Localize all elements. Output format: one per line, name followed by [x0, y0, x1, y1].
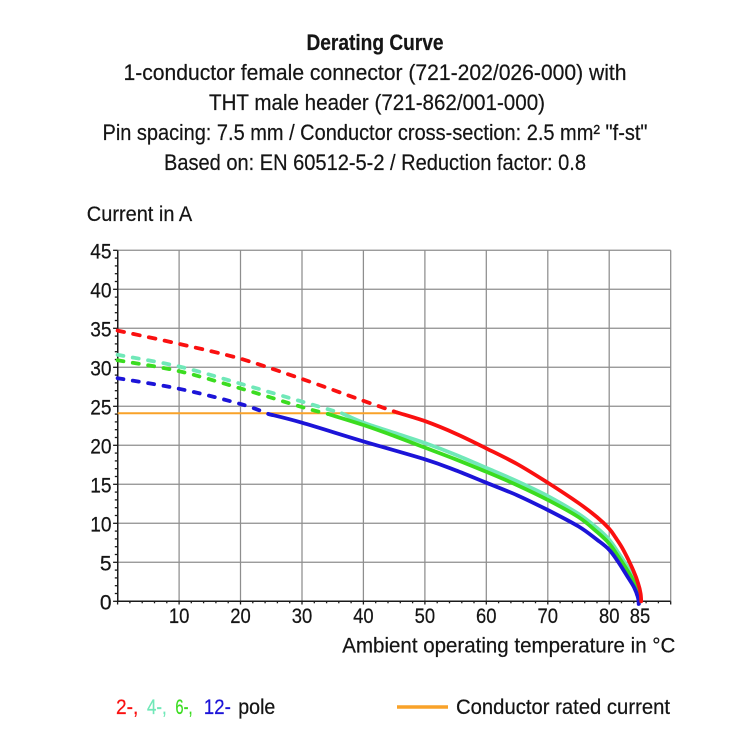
- svg-text:Current in A: Current in A: [87, 203, 192, 226]
- svg-text:Derating Curve: Derating Curve: [307, 30, 444, 55]
- svg-text:40: 40: [90, 280, 111, 303]
- svg-text:35: 35: [90, 319, 111, 342]
- svg-text:85: 85: [630, 605, 651, 628]
- svg-text:12-: 12-: [204, 696, 231, 719]
- svg-text:20: 20: [230, 605, 251, 628]
- svg-text:10: 10: [169, 605, 190, 628]
- svg-text:40: 40: [353, 605, 374, 628]
- svg-text:60: 60: [476, 605, 497, 628]
- svg-text:Ambient operating temperature: Ambient operating temperature in °C: [342, 635, 675, 658]
- svg-text:70: 70: [538, 605, 559, 628]
- svg-text:1-conductor female connector (: 1-conductor female connector (721-202/02…: [124, 60, 627, 85]
- svg-text:15: 15: [90, 475, 111, 498]
- svg-text:pole: pole: [238, 696, 275, 719]
- svg-text:THT male header (721-862/001-0: THT male header (721-862/001-000): [209, 90, 545, 115]
- svg-text:Conductor rated current: Conductor rated current: [456, 696, 670, 719]
- svg-text:2-,: 2-,: [116, 696, 138, 719]
- svg-text:4-,: 4-,: [147, 696, 167, 719]
- svg-text:5: 5: [100, 553, 112, 576]
- svg-text:30: 30: [292, 605, 313, 628]
- svg-text:6-,: 6-,: [175, 696, 192, 719]
- svg-text:20: 20: [90, 436, 111, 459]
- svg-text:30: 30: [90, 358, 111, 381]
- svg-text:10: 10: [90, 514, 111, 537]
- svg-text:Based on: EN 60512-5-2 / Reduc: Based on: EN 60512-5-2 / Reduction facto…: [164, 150, 586, 175]
- svg-text:25: 25: [90, 397, 111, 420]
- svg-text:Pin spacing: 7.5 mm / Conducto: Pin spacing: 7.5 mm / Conductor cross-se…: [103, 120, 648, 145]
- svg-text:80: 80: [599, 605, 620, 628]
- svg-text:0: 0: [100, 592, 112, 615]
- svg-text:50: 50: [415, 605, 436, 628]
- svg-text:45: 45: [90, 241, 111, 264]
